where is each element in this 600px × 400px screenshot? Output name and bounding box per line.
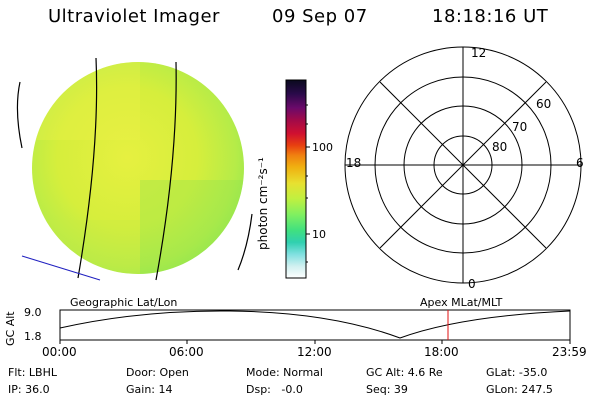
lat-label-70: 70 [512, 120, 528, 134]
gc-alt-axis-label: GC Alt [4, 311, 17, 346]
x-tick-2359: 23:59 [552, 345, 587, 359]
x-tick-0000: 00:00 [42, 345, 77, 359]
mlt-label-12: 12 [471, 46, 487, 60]
y-tick-max: 9.0 [24, 306, 42, 319]
date-label: 09 Sep 07 [272, 6, 368, 27]
geographic-label: Geographic Lat/Lon [70, 296, 178, 309]
longitude-line [77, 57, 98, 279]
mlt-label-0: 0 [468, 277, 476, 291]
x-tick-1200: 12:00 [297, 345, 332, 359]
terminator-line [21, 255, 101, 281]
glat-info: GLat: -35.0 [486, 366, 548, 379]
latitude-arc [237, 213, 253, 271]
door-info: Door: Open [126, 366, 189, 379]
colorbar-tick-10: 10 [312, 228, 326, 241]
color-scale-bar [285, 79, 310, 279]
y-tick-min: 1.8 [24, 330, 42, 343]
filter-info: Flt: LBHL [8, 366, 57, 379]
lat-label-60: 60 [536, 97, 552, 111]
gc-alt-info: GC Alt: 4.6 Re [366, 366, 443, 379]
altitude-strip-chart [59, 309, 571, 344]
gain-info: Gain: 14 [126, 383, 173, 396]
polar-mlt-plot [344, 46, 582, 284]
lat-label-80: 80 [492, 140, 508, 154]
colorbar-tick-100: 100 [312, 141, 333, 154]
time-label: 18:18:16 UT [432, 6, 549, 27]
latitude-arc [16, 81, 23, 149]
dsp-info: Dsp: -0.0 [246, 383, 303, 396]
seq-info: Seq: 39 [366, 383, 408, 396]
ip-info: IP: 36.0 [8, 383, 50, 396]
mode-info: Mode: Normal [246, 366, 323, 379]
x-tick-1800: 18:00 [424, 345, 459, 359]
apex-label: Apex MLat/MLT [420, 296, 503, 309]
mlt-label-6: 6 [576, 156, 584, 170]
mlt-label-18: 18 [346, 156, 362, 170]
x-tick-0600: 06:00 [169, 345, 204, 359]
instrument-title: Ultraviolet Imager [48, 6, 220, 27]
earth-disk-image [16, 57, 253, 281]
longitude-line [155, 61, 177, 281]
colorbar-units-label: photon cm⁻²s⁻¹ [256, 157, 270, 250]
glon-info: GLon: 247.5 [486, 383, 553, 396]
